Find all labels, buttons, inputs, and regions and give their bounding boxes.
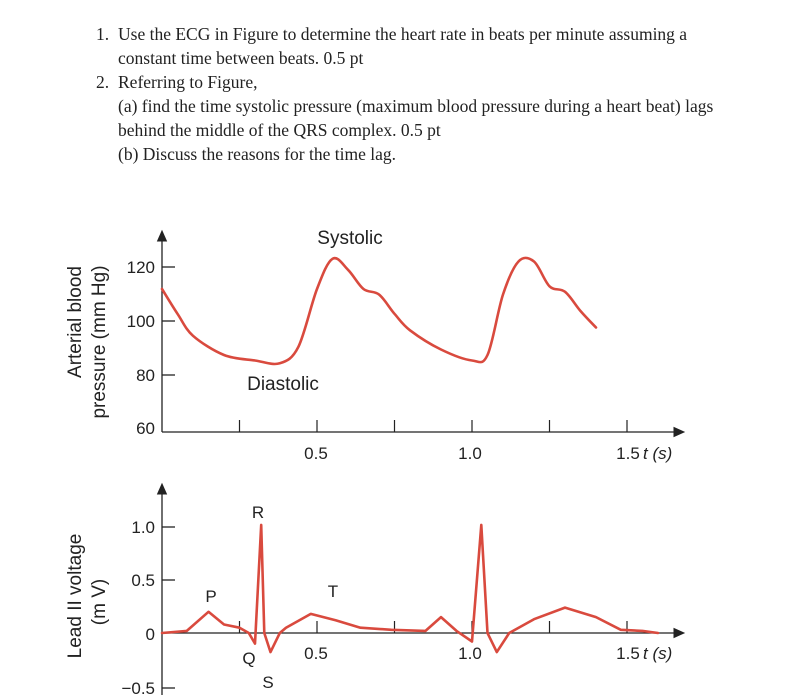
question-1: 1. Use the ECG in Figure to determine th… (96, 22, 786, 70)
pressure-y-tick-80: 80 (136, 366, 155, 385)
pressure-x-axis-label: t (s) (643, 444, 672, 463)
ecg-ylabel-line1: Lead II voltage (65, 534, 86, 659)
question-text-line: constant time between beats. 0.5 pt (118, 48, 364, 68)
ecg-y-tick-0: 0 (146, 625, 155, 644)
question-number: 1. (96, 24, 110, 44)
question-text-line: behind the middle of the QRS complex. 0.… (118, 120, 441, 140)
question-text-line: Use the ECG in Figure to determine the h… (118, 24, 688, 44)
pressure-y-tick-60: 60 (136, 419, 155, 438)
pressure-x-tick-1.0: 1.0 (458, 444, 482, 463)
pressure-ylabel-line2: pressure (mm Hg) (89, 265, 110, 418)
r-wave-label: R (252, 503, 264, 522)
systolic-label: Systolic (317, 228, 382, 249)
question-text-line: Referring to Figure, (118, 72, 258, 92)
s-wave-label: S (262, 673, 273, 692)
pressure-x-tick-0.5: 0.5 (304, 444, 328, 463)
pressure-curve (160, 256, 598, 366)
question-part-a: (a) find the time systolic pressure (max… (118, 94, 786, 142)
question-text-line: (a) find the time systolic pressure (max… (118, 96, 714, 116)
q-wave-label: Q (242, 649, 255, 668)
ecg-y-tick-neg0.5: −0.5 (121, 679, 155, 695)
question-number: 2. (96, 72, 110, 92)
ecg-chart: Lead II voltage (m V) 1.0 0.5 0 −0.5 0.5… (65, 482, 686, 695)
question-2: 2. Referring to Figure, (a) find the tim… (96, 70, 786, 166)
ecg-x-axis-label: t (s) (643, 644, 672, 663)
ecg-y-tick-0.5: 0.5 (131, 571, 155, 590)
pressure-ylabel-line1: Arterial blood (65, 266, 86, 378)
pressure-y-tick-100: 100 (127, 312, 155, 331)
question-text-line: (b) Discuss the reasons for the time lag… (118, 144, 396, 164)
ecg-ylabel-line2: (m V) (89, 579, 110, 625)
pressure-x-ticks (238, 420, 628, 432)
t-wave-label: T (328, 582, 338, 601)
pressure-chart: Arterial blood pressure (mm Hg) 120 100 … (65, 228, 686, 463)
pressure-x-tick-1.5: 1.5 (616, 444, 640, 463)
pressure-y-tick-120: 120 (127, 258, 155, 277)
diastolic-label: Diastolic (247, 374, 319, 395)
p-wave-label: P (205, 587, 216, 606)
ecg-y-tick-1.0: 1.0 (131, 518, 155, 537)
question-part-b: (b) Discuss the reasons for the time lag… (118, 142, 786, 166)
ecg-curve (160, 523, 660, 654)
ecg-x-tick-1.0: 1.0 (458, 644, 482, 663)
ecg-x-tick-0.5: 0.5 (304, 644, 328, 663)
ecg-x-tick-1.5: 1.5 (616, 644, 640, 663)
